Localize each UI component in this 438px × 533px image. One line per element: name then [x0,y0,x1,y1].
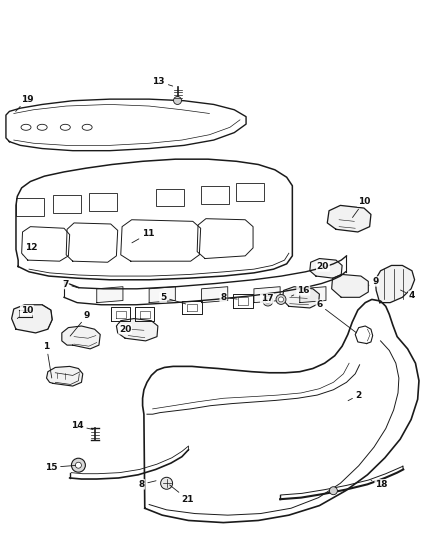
Text: 15: 15 [45,463,76,472]
Text: 21: 21 [170,485,194,504]
Text: 9: 9 [70,311,90,336]
Text: 4: 4 [400,290,415,300]
Text: 11: 11 [132,229,155,243]
Circle shape [71,458,85,472]
Polygon shape [97,287,123,303]
Text: 19: 19 [16,95,33,111]
Bar [156,189,184,206]
Text: 18: 18 [371,480,388,489]
Text: 17: 17 [261,294,273,303]
Text: 1: 1 [43,342,52,378]
Polygon shape [332,274,368,297]
Text: 5: 5 [160,293,186,304]
Text: 10: 10 [353,197,370,217]
Text: 16: 16 [291,286,310,296]
Bar [201,187,229,204]
Polygon shape [327,205,371,232]
Polygon shape [375,265,415,303]
Polygon shape [201,287,228,303]
Text: 8: 8 [220,293,237,302]
Text: 2: 2 [348,391,362,401]
Text: 20: 20 [317,262,329,271]
Circle shape [263,296,273,306]
Bar [89,193,117,211]
Text: 8: 8 [138,480,156,489]
Text: 9: 9 [369,277,378,286]
Circle shape [265,298,270,303]
Polygon shape [117,319,158,341]
Text: 14: 14 [71,422,93,430]
Text: 7: 7 [62,279,79,288]
Polygon shape [310,259,342,278]
Polygon shape [283,287,319,308]
Polygon shape [46,366,83,386]
Circle shape [329,487,337,495]
Text: 13: 13 [152,77,173,86]
Circle shape [279,297,283,302]
Text: 12: 12 [22,244,38,255]
Bar [17,198,44,216]
Circle shape [173,96,181,104]
Bar [53,196,81,213]
Polygon shape [149,287,175,303]
Polygon shape [300,287,326,303]
Circle shape [276,294,286,304]
Polygon shape [62,326,100,349]
Polygon shape [254,287,280,303]
Text: 10: 10 [17,305,33,319]
Text: 20: 20 [119,325,131,334]
Circle shape [161,477,173,489]
Bar [237,183,265,201]
Polygon shape [12,305,52,333]
Circle shape [75,462,81,468]
Text: 6: 6 [316,300,357,333]
